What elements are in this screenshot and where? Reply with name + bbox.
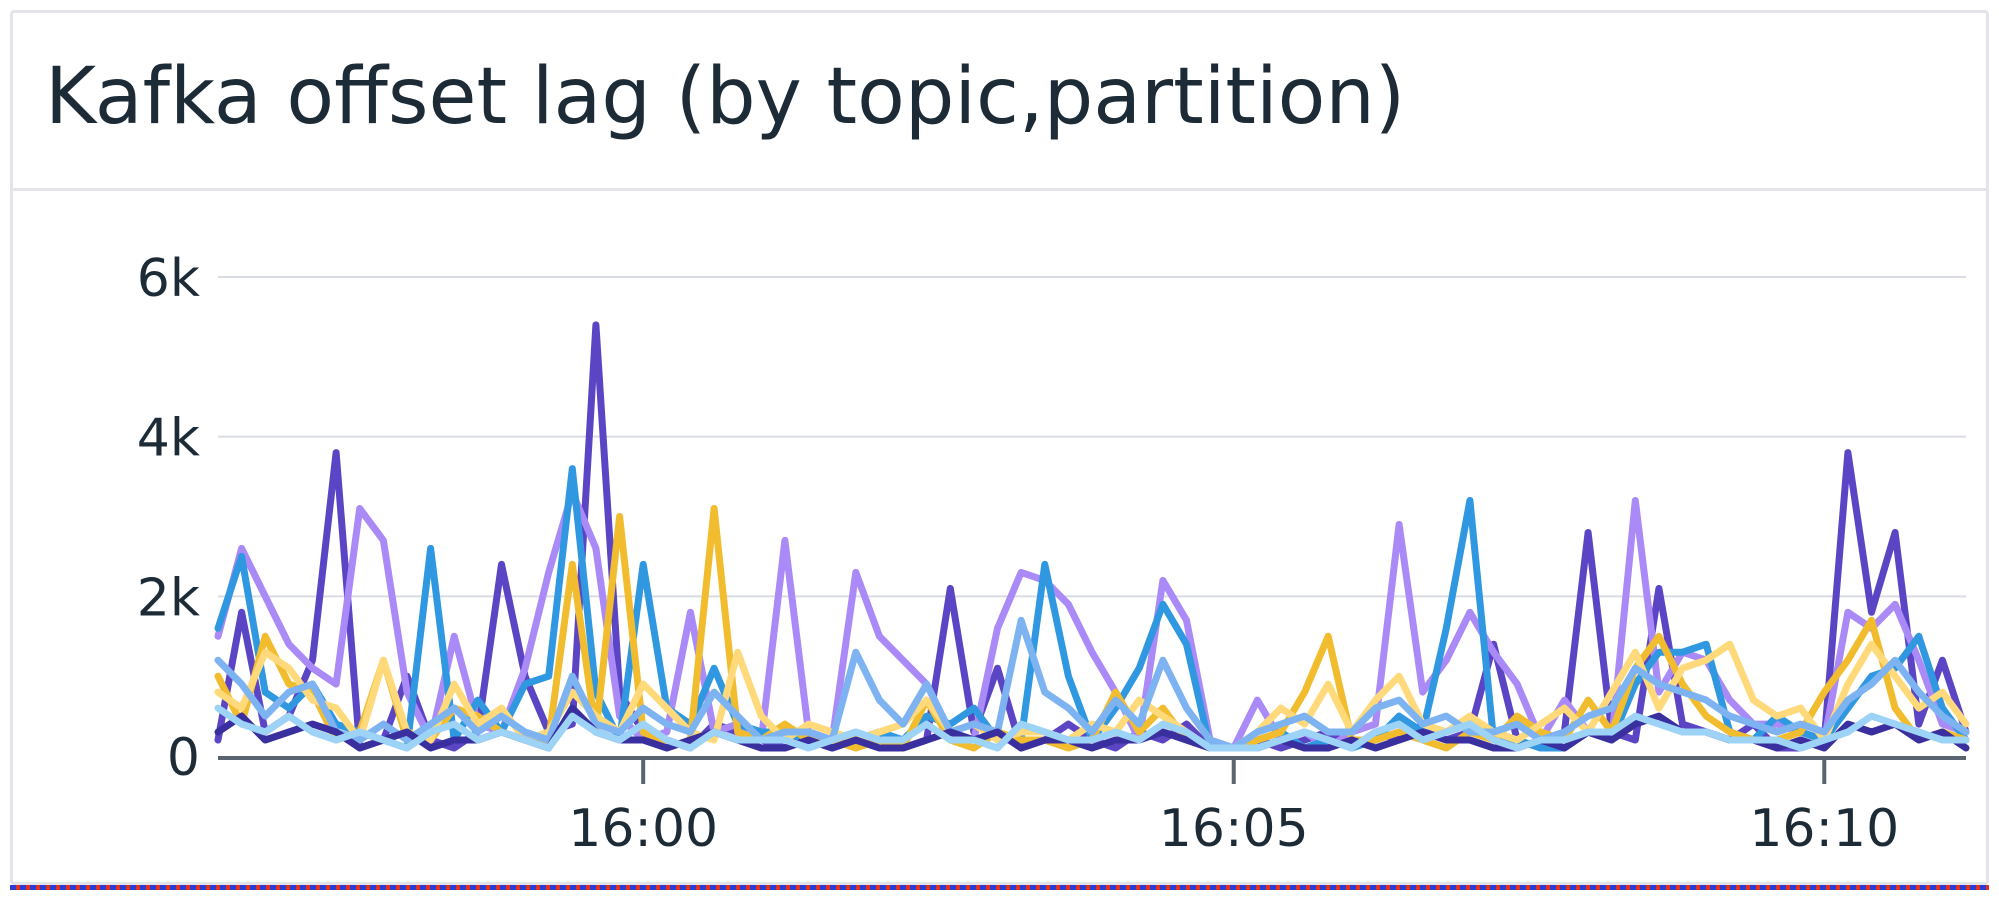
x-tick-label: 16:05 <box>1159 799 1309 859</box>
widget-header: Kafka offset lag (by topic,partition) <box>13 13 1986 191</box>
series-line-8[interactable] <box>214 704 1970 752</box>
series-lines <box>214 321 1970 752</box>
gridlines <box>218 276 1966 598</box>
series-line-1[interactable] <box>214 321 1970 752</box>
line-chart[interactable]: 0 2k 4k 6k 16:00 16:05 16:10 <box>13 191 1986 885</box>
widget-title: Kafka offset lag (by topic,partition) <box>45 52 1406 142</box>
timeseries-widget: Kafka offset lag (by topic,partition) 0 2… <box>10 10 1989 885</box>
y-tick-label: 6k <box>137 249 200 309</box>
y-tick-label: 4k <box>137 409 200 469</box>
series-line-6[interactable] <box>214 616 1970 752</box>
y-axis: 0 2k 4k 6k <box>137 249 200 788</box>
series-line-3[interactable] <box>214 465 1970 752</box>
x-tick-label: 16:00 <box>568 799 718 859</box>
y-tick-label: 0 <box>167 728 200 788</box>
bottom-status-strip <box>10 885 1989 890</box>
x-axis: 16:00 16:05 16:10 <box>218 756 1966 859</box>
x-tick-label: 16:10 <box>1749 799 1899 859</box>
y-tick-label: 2k <box>137 568 200 628</box>
